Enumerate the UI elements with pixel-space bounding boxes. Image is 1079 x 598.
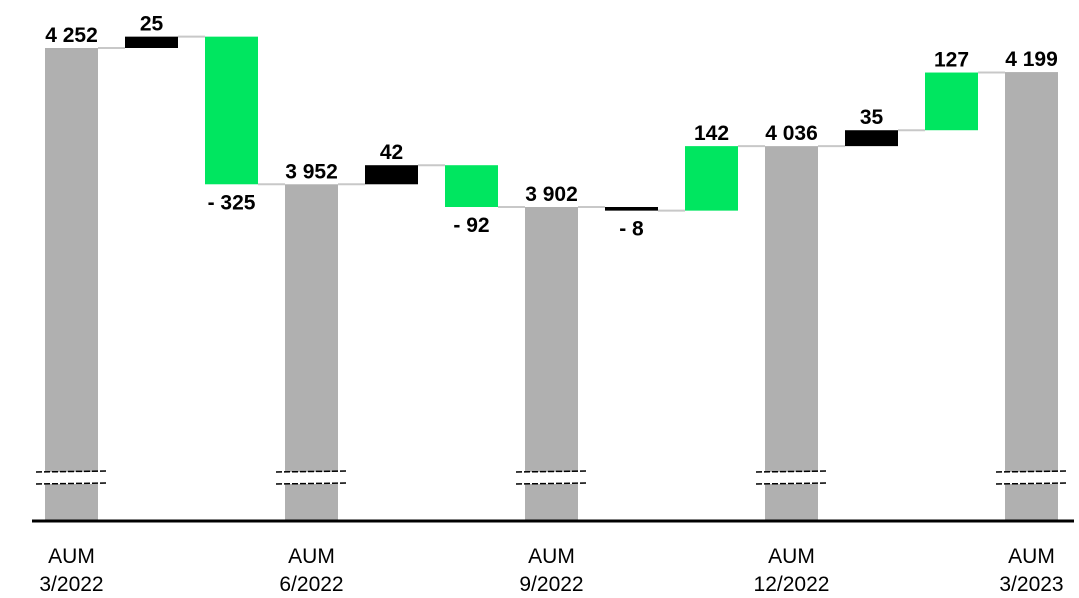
bar-9 (765, 146, 818, 521)
bar-1 (125, 36, 178, 48)
bar-6 (525, 207, 578, 521)
value-label-0: 4 252 (45, 24, 98, 47)
bar-4 (365, 165, 418, 185)
value-label-8: 142 (694, 122, 729, 145)
axis-break-3 (275, 470, 348, 485)
value-label-7: - 8 (619, 218, 644, 241)
category-label-12: AUM 3/2023 (999, 545, 1063, 596)
value-label-4: 42 (380, 141, 403, 164)
value-label-3: 3 952 (285, 160, 338, 183)
value-label-9: 4 036 (765, 122, 818, 145)
bar-11 (925, 72, 978, 131)
value-label-1: 25 (140, 13, 164, 36)
value-label-12: 4 199 (1005, 48, 1058, 71)
value-label-11: 127 (934, 49, 969, 72)
bar-0 (45, 48, 98, 521)
bar-3 (285, 184, 338, 522)
value-label-6: 3 902 (525, 183, 578, 206)
value-labels: 4 252 25 - 325 3 952 42 - 92 3 902 - 8 142 4 036 3… (45, 13, 1058, 241)
bar-10 (845, 130, 898, 147)
axis-break-12 (995, 470, 1068, 485)
bar-5 (445, 165, 498, 207)
category-label-6: AUM 9/2022 (519, 545, 583, 596)
connector-lines (98, 35, 1005, 212)
category-label-0: AUM 3/2022 (39, 545, 103, 596)
bar-2 (205, 36, 258, 185)
axis-break-6 (515, 470, 588, 485)
category-label-9: AUM 12/2022 (754, 545, 830, 596)
category-label-3: AUM 6/2022 (279, 545, 343, 596)
value-label-5: - 92 (453, 214, 489, 237)
bar-8 (685, 146, 738, 211)
value-label-10: 35 (860, 106, 884, 129)
axis-break-0 (35, 470, 108, 485)
axis-breaks (35, 470, 1068, 485)
bar-12 (1005, 72, 1058, 521)
value-label-2: - 325 (208, 191, 256, 214)
axis-break-9 (755, 470, 828, 485)
bar-7 (605, 207, 658, 211)
category-labels: AUM 3/2022 AUM 6/2022 AUM 9/2022 AUM 12/2022 AUM… (39, 545, 1063, 596)
bars (45, 36, 1058, 522)
